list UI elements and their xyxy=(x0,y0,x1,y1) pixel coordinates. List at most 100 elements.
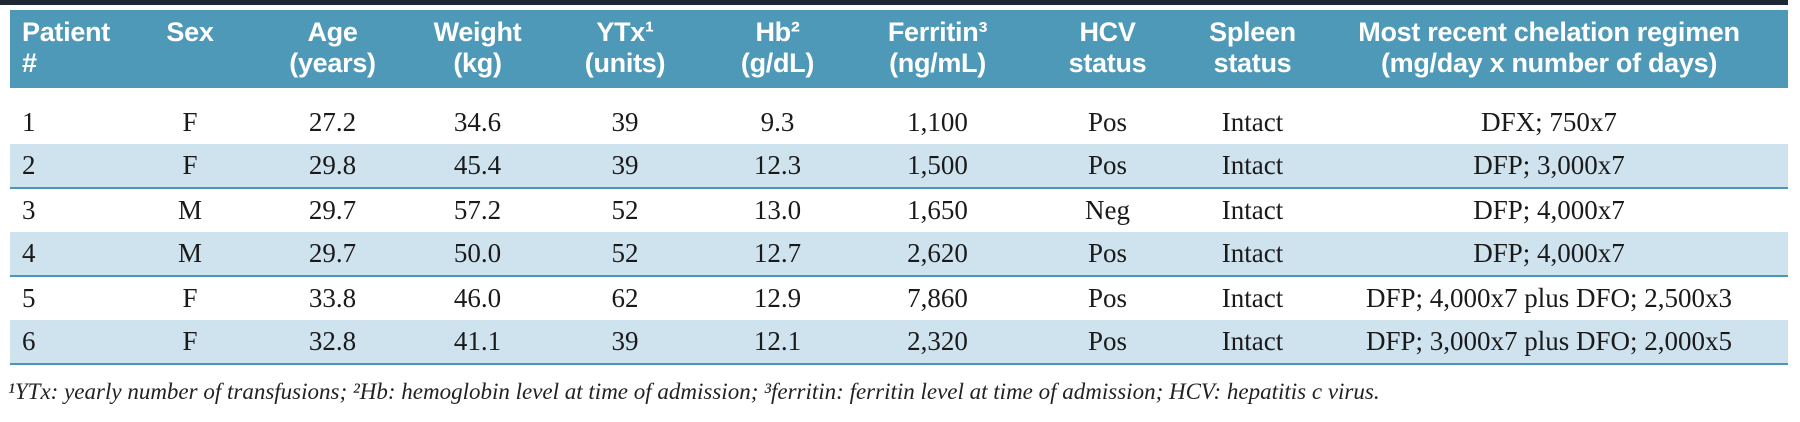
cell-hcv-status: Pos xyxy=(1087,326,1128,356)
cell-weight: 57.2 xyxy=(453,195,502,225)
cell-age: 32.8 xyxy=(308,326,357,356)
column-header-line1: Weight xyxy=(433,17,522,47)
cell-hb: 12.9 xyxy=(753,283,802,313)
cell-chelation-regimen: DFP; 4,000x7 xyxy=(1473,238,1625,268)
cell-ferritin: 1,650 xyxy=(907,195,968,225)
column-header-line2: (years) xyxy=(289,48,376,78)
cell-spleen-status: Intact xyxy=(1221,195,1284,225)
cell-patient-number: 1 xyxy=(22,106,36,137)
cell-spleen-status: Intact xyxy=(1221,326,1284,356)
cell-sex: M xyxy=(177,238,202,268)
column-header-line2: status xyxy=(1213,48,1292,78)
column-header-line1: Hb² xyxy=(755,17,800,47)
cell-spleen-status: Intact xyxy=(1221,238,1284,268)
column-header-age: Age (years) xyxy=(260,10,405,88)
cell-sex: M xyxy=(177,195,202,225)
patient-characteristics-table: Patient # Sex Age (years) Weight (kg) YTx¹ (unit… xyxy=(10,10,1788,365)
cell-ferritin: 2,620 xyxy=(907,238,968,268)
cell-hcv-status: Neg xyxy=(1085,195,1130,225)
cell-chelation-regimen: DFP; 4,000x7 xyxy=(1473,195,1625,225)
table-row-patient-5: 5 F 33.8 46.0 62 12.9 7,860 Pos Intact DFP; 4,000… xyxy=(10,276,1788,320)
cell-hcv-status: Pos xyxy=(1087,283,1128,313)
column-header-ferritin: Ferritin³ (ng/mL) xyxy=(855,10,1020,88)
table-row-patient-4: 4 M 29.7 50.0 52 12.7 2,620 Pos Intact DFP; 4,000… xyxy=(10,232,1788,276)
cell-ytx: 39 xyxy=(611,326,639,356)
cell-hb: 13.0 xyxy=(753,195,802,225)
cell-hcv-status: Pos xyxy=(1087,106,1128,137)
column-header-line2: (mg/day x number of days) xyxy=(1380,48,1718,78)
cell-sex: F xyxy=(182,283,198,313)
cell-chelation-regimen: DFP; 3,000x7 xyxy=(1473,150,1625,180)
cell-spleen-status: Intact xyxy=(1221,283,1284,313)
cell-sex: F xyxy=(182,106,198,137)
cell-hcv-status: Pos xyxy=(1087,150,1128,180)
table-row-patient-3: 3 M 29.7 57.2 52 13.0 1,650 Neg Intact DFP; 4,000… xyxy=(10,188,1788,232)
cell-patient-number: 6 xyxy=(22,326,36,356)
table-footnote: ¹YTx: yearly number of transfusions; ²Hb… xyxy=(8,379,1380,404)
cell-chelation-regimen: DFP; 4,000x7 plus DFO; 2,500x3 xyxy=(1365,283,1733,313)
column-header-sex: Sex xyxy=(120,10,260,88)
column-header-patient-number: Patient # xyxy=(10,10,120,88)
cell-sex: F xyxy=(182,150,198,180)
column-header-ytx: YTx¹ (units) xyxy=(550,10,700,88)
column-header-line1: Age xyxy=(307,17,358,47)
cell-weight: 50.0 xyxy=(453,238,502,268)
column-header-hb: Hb² (g/dL) xyxy=(700,10,855,88)
cell-patient-number: 3 xyxy=(22,195,36,225)
cell-hb: 12.3 xyxy=(753,150,802,180)
cell-weight: 46.0 xyxy=(453,283,502,313)
column-header-line2: (kg) xyxy=(453,48,502,78)
cell-age: 29.8 xyxy=(308,150,357,180)
cell-hb: 12.1 xyxy=(753,326,802,356)
column-header-weight: Weight (kg) xyxy=(405,10,550,88)
column-header-line1: Spleen xyxy=(1209,17,1296,47)
cell-age: 33.8 xyxy=(308,283,357,313)
cell-weight: 34.6 xyxy=(453,106,502,137)
cell-weight: 41.1 xyxy=(453,326,502,356)
cell-age: 29.7 xyxy=(308,238,357,268)
table-body: 1 F 27.2 34.6 39 9.3 1,100 Pos Intact DFX; 750x7 2… xyxy=(10,88,1788,364)
table-header-row: Patient # Sex Age (years) Weight (kg) YTx¹ (unit… xyxy=(10,10,1788,88)
cell-ytx: 52 xyxy=(611,195,639,225)
cell-ytx: 39 xyxy=(611,106,639,137)
cell-hb: 9.3 xyxy=(760,106,795,137)
cell-ytx: 62 xyxy=(611,283,639,313)
column-header-line2: status xyxy=(1068,48,1147,78)
cell-chelation-regimen: DFX; 750x7 xyxy=(1481,106,1617,137)
cell-ytx: 39 xyxy=(611,150,639,180)
column-header-line1: Most recent chelation regimen xyxy=(1358,17,1740,47)
cell-chelation-regimen: DFP; 3,000x7 plus DFO; 2,000x5 xyxy=(1365,326,1733,356)
column-header-spleen-status: Spleen status xyxy=(1195,10,1310,88)
column-header-line1: Ferritin³ xyxy=(887,17,988,47)
cell-age: 27.2 xyxy=(308,106,357,137)
cell-ytx: 52 xyxy=(611,238,639,268)
table-header: Patient # Sex Age (years) Weight (kg) YTx¹ (unit… xyxy=(10,10,1788,88)
cell-age: 29.7 xyxy=(308,195,357,225)
table-row-patient-2: 2 F 29.8 45.4 39 12.3 1,500 Pos Intact DFP; 3,000… xyxy=(10,144,1788,188)
cell-spleen-status: Intact xyxy=(1221,150,1284,180)
column-header-line2: (g/dL) xyxy=(740,48,815,78)
cell-ferritin: 1,500 xyxy=(907,150,968,180)
cell-patient-number: 2 xyxy=(22,150,36,180)
cell-hb: 12.7 xyxy=(753,238,802,268)
column-header-line2: (ng/mL) xyxy=(889,48,986,78)
column-header-line1: HCV xyxy=(1079,17,1136,47)
column-header-hcv-status: HCV status xyxy=(1020,10,1195,88)
table-row-patient-1: 1 F 27.2 34.6 39 9.3 1,100 Pos Intact DFX; 750x7 xyxy=(10,88,1788,144)
column-header-line1: YTx¹ xyxy=(596,17,654,47)
cell-ferritin: 2,320 xyxy=(907,326,968,356)
column-header-line1: Sex xyxy=(166,17,214,47)
cell-ferritin: 7,860 xyxy=(907,283,968,313)
column-header-line2: (units) xyxy=(584,48,666,78)
column-header-chelation-regimen: Most recent chelation regimen (mg/day x n… xyxy=(1310,10,1788,88)
cell-spleen-status: Intact xyxy=(1221,106,1284,137)
table-row-patient-6: 6 F 32.8 41.1 39 12.1 2,320 Pos Intact DFP; 3,000… xyxy=(10,320,1788,364)
table-top-rule xyxy=(0,0,1788,5)
cell-hcv-status: Pos xyxy=(1087,238,1128,268)
cell-sex: F xyxy=(182,326,198,356)
cell-patient-number: 4 xyxy=(22,238,36,268)
cell-ferritin: 1,100 xyxy=(907,106,968,137)
column-header-line2: # xyxy=(22,48,37,78)
column-header-line1: Patient xyxy=(22,17,110,47)
